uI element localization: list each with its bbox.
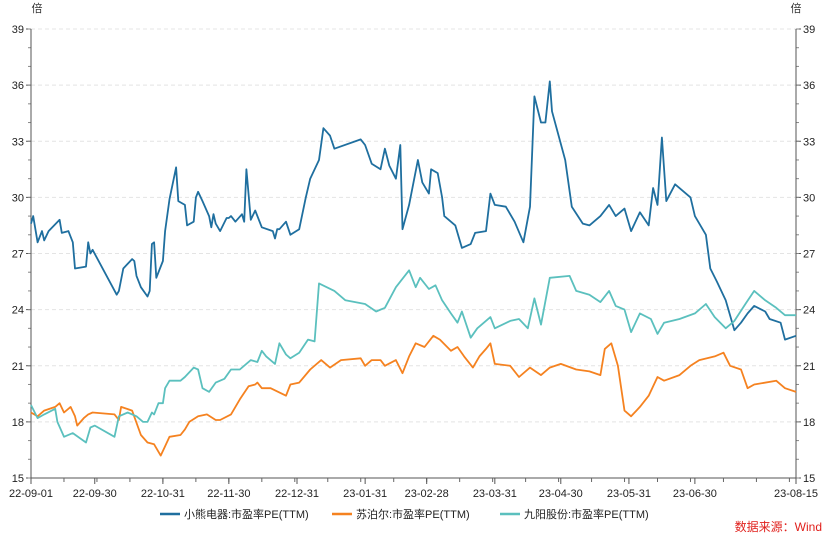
- x-tick-label: 23-05-31: [607, 488, 651, 500]
- legend-label-2: 九阳股份:市盈率PE(TTM): [524, 507, 649, 521]
- series-line-0: [30, 80, 797, 341]
- y-tick-label: 27: [12, 249, 24, 261]
- axes: 15 15 18 18 21 21 24 24 27 27 30 30 33 33 36 36 39 39 22-0…: [9, 24, 818, 500]
- series-line-2: [30, 269, 796, 444]
- series-lines: [30, 80, 797, 457]
- x-tick-label: 22-11-30: [207, 488, 250, 500]
- x-tick-label: 23-02-28: [405, 488, 449, 500]
- legend: 小熊电器:市盈率PE(TTM) 苏泊尔:市盈率PE(TTM) 九阳股份:市盈率PE(…: [160, 507, 649, 521]
- y-tick-label: 33: [12, 136, 24, 148]
- y-tick-label: 24: [12, 305, 24, 317]
- x-tick-label: 22-12-31: [275, 488, 319, 500]
- y-tick-label-right: 27: [803, 249, 815, 261]
- x-tick-label: 22-09-30: [73, 488, 117, 500]
- y-tick-label-right: 30: [803, 192, 815, 204]
- x-tick-label: 23-08-15: [774, 488, 818, 500]
- y-tick-label: 18: [12, 417, 24, 429]
- y-tick-label-right: 21: [803, 361, 815, 373]
- y-tick-label-right: 39: [803, 24, 815, 36]
- y-tick-label: 15: [12, 473, 24, 485]
- x-tick-label: 23-01-31: [343, 488, 387, 500]
- legend-label-0: 小熊电器:市盈率PE(TTM): [184, 507, 309, 521]
- x-tick-label: 23-04-30: [539, 488, 583, 500]
- source-note: 数据来源：Wind: [735, 519, 822, 534]
- y-tick-label: 30: [12, 192, 24, 204]
- left-unit-label: 倍: [32, 1, 43, 15]
- series-line-1: [30, 334, 797, 457]
- y-tick-label: 36: [12, 80, 24, 92]
- gridlines: [31, 28, 796, 423]
- x-tick-label: 23-03-31: [473, 488, 517, 500]
- y-tick-label-right: 33: [803, 136, 815, 148]
- y-tick-label-right: 18: [803, 417, 815, 429]
- y-tick-label-right: 36: [803, 80, 815, 92]
- right-unit-label: 倍: [791, 1, 802, 15]
- y-tick-label: 21: [12, 361, 24, 373]
- y-tick-label-right: 15: [803, 473, 815, 485]
- y-tick-label: 39: [12, 24, 24, 36]
- x-tick-label: 22-09-01: [9, 488, 53, 500]
- x-tick-label: 23-06-30: [673, 488, 717, 500]
- legend-label-1: 苏泊尔:市盈率PE(TTM): [356, 507, 470, 521]
- x-tick-label: 22-10-31: [141, 488, 185, 500]
- y-tick-label-right: 24: [803, 305, 815, 317]
